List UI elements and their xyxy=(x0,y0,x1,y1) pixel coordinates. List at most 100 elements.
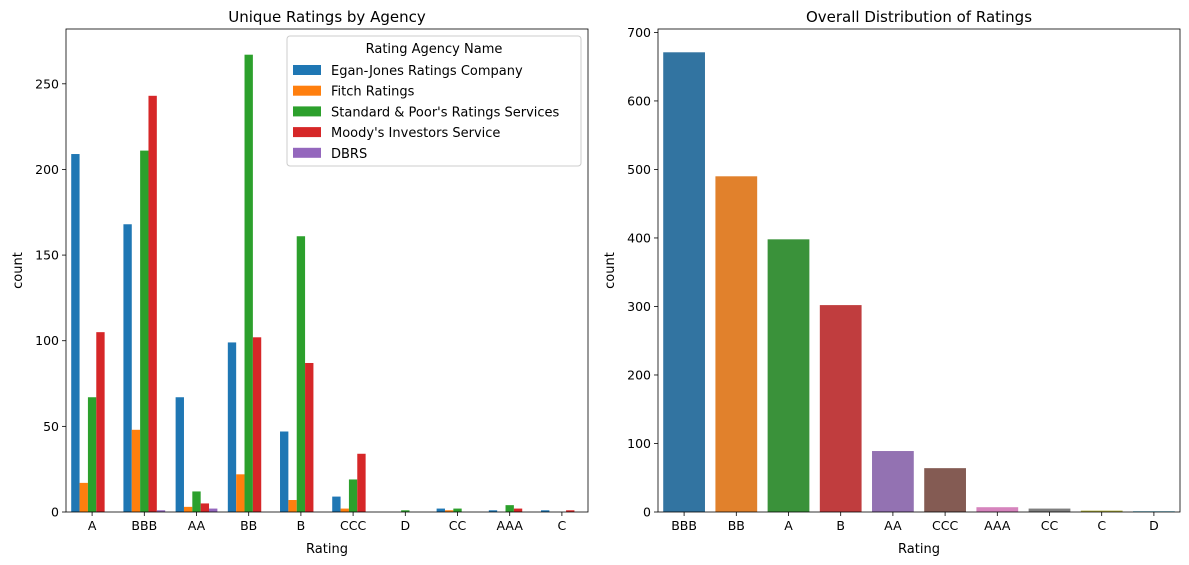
bar-bb xyxy=(715,176,758,513)
bar-bb-series-0 xyxy=(227,342,237,512)
x-tick-label: CCC xyxy=(932,518,958,533)
x-axis-label: Rating xyxy=(898,542,940,557)
y-tick-label: 250 xyxy=(35,76,59,91)
x-tick-label: AA xyxy=(188,518,206,533)
legend-label: Fitch Ratings xyxy=(331,85,415,100)
y-tick-label: 0 xyxy=(643,505,651,520)
y-tick-label: 0 xyxy=(51,505,59,520)
legend-swatch xyxy=(293,147,321,158)
bar-aaa xyxy=(976,507,1019,512)
y-tick-label: 600 xyxy=(627,93,651,108)
bar-cc-series-1 xyxy=(444,510,454,512)
bar-b-series-2 xyxy=(296,236,306,512)
x-tick-label: CCC xyxy=(340,518,366,533)
bar-ccc-series-1 xyxy=(340,508,349,512)
bar-bbb-series-0 xyxy=(123,224,132,513)
y-ticks: 0 100 200 300 400 500 600 700 xyxy=(627,25,658,520)
bar-a-series-0 xyxy=(71,154,80,512)
legend-label: Egan-Jones Ratings Company xyxy=(331,64,523,79)
plot-frame xyxy=(657,28,1181,513)
legend-title: Rating Agency Name xyxy=(366,42,503,57)
x-tick-label: AAA xyxy=(497,518,524,533)
bar-d-series-2 xyxy=(401,510,410,512)
bar-a-series-1 xyxy=(79,482,88,512)
chart-overall-distribution: Overall Distribution of Ratings 0 100 200 3… xyxy=(603,8,1181,557)
x-tick-label: A xyxy=(88,518,97,533)
legend-box xyxy=(286,35,582,167)
plot-frame xyxy=(65,28,589,513)
bar-ccc-series-0 xyxy=(332,496,341,512)
bar-bb-series-1 xyxy=(236,474,245,512)
y-tick-label: 700 xyxy=(627,25,651,40)
legend-label: Moody's Investors Service xyxy=(331,126,500,141)
bar-cc xyxy=(1028,508,1071,512)
x-tick-label: C xyxy=(1097,518,1106,533)
x-ticks: BBB BB A B AA CCC AAA CC C D xyxy=(671,512,1159,533)
legend-swatch xyxy=(293,65,321,75)
chart-unique-ratings-by-agency: Unique Ratings by Agency 0 50 100 150 200 250… xyxy=(11,8,589,557)
bar-cc-series-0 xyxy=(436,508,445,512)
y-tick-label: 200 xyxy=(35,162,59,177)
bar-bbb-series-4 xyxy=(156,510,166,512)
y-tick-label: 200 xyxy=(627,367,651,382)
x-tick-label: C xyxy=(558,518,567,533)
bar-b xyxy=(819,305,862,512)
bar-aa-series-4 xyxy=(209,508,218,512)
x-tick-label: D xyxy=(1149,518,1159,533)
legend-swatch xyxy=(293,85,321,96)
bar-bb-series-2 xyxy=(244,54,253,512)
bar-cc-series-2 xyxy=(453,508,462,512)
x-tick-label: BBB xyxy=(671,518,697,533)
bar-ccc-series-3 xyxy=(357,453,366,512)
bar-bb-series-3 xyxy=(252,337,262,512)
y-tick-label: 50 xyxy=(43,419,59,434)
y-tick-label: 300 xyxy=(627,299,651,314)
bars-group xyxy=(663,52,1175,513)
bar-bbb-series-3 xyxy=(148,95,157,512)
y-ticks: 0 50 100 150 200 250 xyxy=(35,76,66,520)
y-axis-label: count xyxy=(603,252,618,289)
bar-aaa-series-3 xyxy=(513,508,523,512)
y-tick-label: 150 xyxy=(35,248,59,263)
bar-c xyxy=(1080,510,1123,512)
legend-swatch xyxy=(293,127,321,138)
bar-c-series-3 xyxy=(566,510,575,512)
y-tick-label: 100 xyxy=(627,436,651,451)
bar-aaa-series-2 xyxy=(505,505,514,512)
bar-aa xyxy=(872,451,914,512)
bar-c-series-0 xyxy=(541,510,550,512)
x-tick-label: B xyxy=(297,518,306,533)
x-tick-label: AA xyxy=(884,518,902,533)
bar-a xyxy=(767,239,810,513)
legend: Rating Agency Name Egan-Jones Ratings Co… xyxy=(286,35,582,167)
bars-group xyxy=(71,54,575,513)
legend-label: DBRS xyxy=(331,147,367,162)
bar-b-series-1 xyxy=(288,500,297,512)
bar-aa-series-1 xyxy=(183,506,193,512)
x-tick-label: CC xyxy=(449,518,467,533)
chart-title: Overall Distribution of Ratings xyxy=(806,8,1032,26)
legend-label: Standard & Poor's Ratings Services xyxy=(331,105,560,120)
bar-aa-series-3 xyxy=(200,503,210,512)
x-ticks: A BBB AA BB B CCC D CC AAA C xyxy=(88,512,567,533)
bar-aa-series-0 xyxy=(175,397,184,512)
bar-aaa-series-0 xyxy=(488,510,498,512)
bar-b-series-3 xyxy=(305,362,314,512)
legend-items: Egan-Jones Ratings Company Fitch Ratings S… xyxy=(293,64,560,162)
chart-title: Unique Ratings by Agency xyxy=(228,8,426,26)
x-tick-label: B xyxy=(836,518,845,533)
x-tick-label: A xyxy=(784,518,793,533)
bar-bbb-series-2 xyxy=(140,150,149,512)
bar-bbb xyxy=(663,52,705,513)
x-axis-label: Rating xyxy=(306,542,348,557)
y-tick-label: 500 xyxy=(627,162,651,177)
y-axis-label: count xyxy=(11,252,26,289)
y-tick-label: 100 xyxy=(35,333,59,348)
bar-ccc-series-2 xyxy=(348,479,358,512)
x-tick-label: D xyxy=(400,518,410,533)
y-tick-label: 400 xyxy=(627,230,651,245)
x-tick-label: BBB xyxy=(131,518,157,533)
x-tick-label: AAA xyxy=(984,518,1011,533)
legend-swatch xyxy=(293,106,321,117)
